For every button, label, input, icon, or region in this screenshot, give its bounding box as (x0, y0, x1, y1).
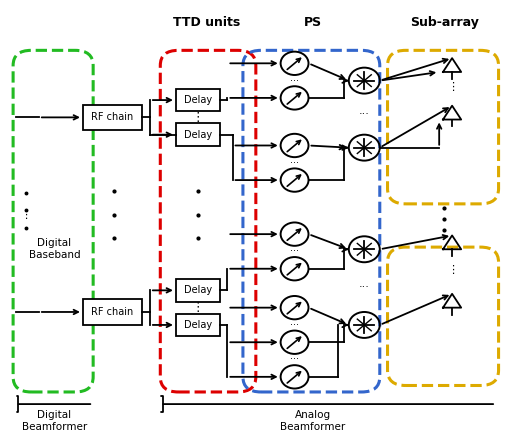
Text: Delay: Delay (184, 130, 212, 140)
Text: ⋮: ⋮ (20, 210, 31, 220)
Text: RF chain: RF chain (91, 307, 134, 317)
Text: ···: ··· (290, 158, 299, 168)
Text: ⋮: ⋮ (446, 82, 458, 92)
Text: Delay: Delay (184, 95, 212, 105)
Text: Analog
Beamformer: Analog Beamformer (280, 410, 345, 432)
Text: Digital
Baseband: Digital Baseband (29, 238, 80, 260)
FancyBboxPatch shape (83, 300, 142, 325)
Text: ···: ··· (290, 76, 299, 85)
Text: TTD units: TTD units (173, 16, 241, 29)
Text: ⋮: ⋮ (192, 111, 204, 124)
Text: Digital
Beamformer: Digital Beamformer (22, 410, 87, 432)
FancyBboxPatch shape (176, 279, 220, 302)
Text: ⋮: ⋮ (446, 265, 458, 275)
Text: ⋮: ⋮ (192, 301, 204, 314)
FancyBboxPatch shape (176, 89, 220, 111)
Text: Delay: Delay (184, 320, 212, 330)
Text: Delay: Delay (184, 285, 212, 295)
Text: ···: ··· (290, 247, 299, 256)
Text: ···: ··· (290, 354, 299, 364)
Text: PS: PS (304, 16, 322, 29)
FancyBboxPatch shape (176, 314, 220, 336)
FancyBboxPatch shape (176, 124, 220, 146)
Text: ···: ··· (359, 109, 370, 119)
Text: RF chain: RF chain (91, 113, 134, 122)
FancyBboxPatch shape (83, 105, 142, 130)
Text: ···: ··· (359, 282, 370, 292)
Text: ···: ··· (290, 320, 299, 330)
Text: Sub-array: Sub-array (410, 16, 479, 29)
